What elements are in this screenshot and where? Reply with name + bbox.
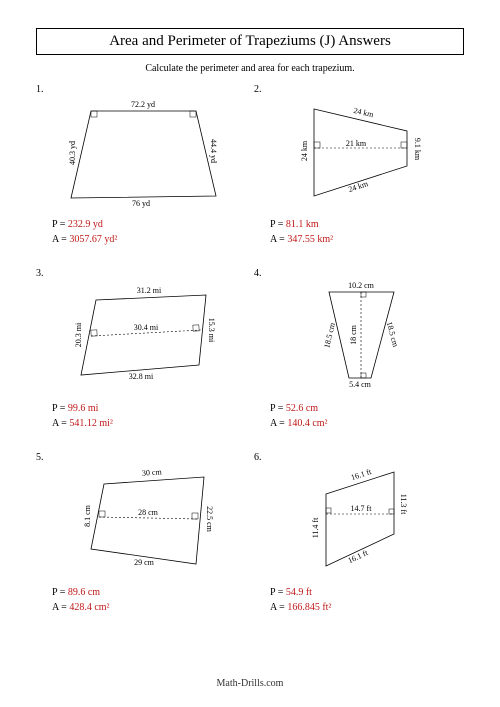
top-label: 30 cm xyxy=(142,467,163,477)
bottom-label: 32.8 mi xyxy=(129,372,154,381)
perimeter-value: 81.1 km xyxy=(286,219,319,230)
perimeter-label: P = xyxy=(52,587,65,598)
left-label: 24 km xyxy=(300,140,309,161)
height-label: 14.7 ft xyxy=(351,504,373,513)
problem-grid: 1. 72.2 yd 44.4 yd 76 yd 40.3 yd P = 232… xyxy=(36,84,464,632)
perimeter-value: 52.6 cm xyxy=(286,403,318,414)
height-label: 30.4 mi xyxy=(134,323,159,332)
perimeter-label: P = xyxy=(270,403,283,414)
trapezium-diagram: 16.1 ft 11.3 ft 16.1 ft 11.4 ft 14.7 ft xyxy=(294,464,424,574)
perimeter-value: 232.9 yd xyxy=(68,219,103,230)
top-label: 24 km xyxy=(353,106,375,119)
bottom-label: 29 cm xyxy=(134,558,155,567)
bottom-label: 24 km xyxy=(347,179,370,194)
right-label: 15.3 mi xyxy=(207,318,216,343)
left-label: 40.3 yd xyxy=(68,141,77,165)
problem-5: 5. 30 cm 22.5 cm 29 cm 8.1 cm 28 cm P = … xyxy=(36,452,246,632)
problem-number: 5. xyxy=(36,452,44,463)
area-label: A = xyxy=(52,602,67,613)
bottom-label: 76 yd xyxy=(132,199,150,208)
trapezium-diagram: 24 km 9.1 km 24 km 24 km 21 km xyxy=(289,101,429,201)
top-label: 72.2 yd xyxy=(131,100,155,109)
left-label: 20.3 mi xyxy=(74,322,83,347)
problem-4: 4. 10.2 cm 18.5 cm 5.4 cm 18.5 cm 18 cm … xyxy=(254,268,464,448)
left-label: 8.1 cm xyxy=(83,504,92,527)
problem-number: 1. xyxy=(36,84,44,95)
trapezium-diagram: 31.2 mi 15.3 mi 32.8 mi 20.3 mi 30.4 mi xyxy=(61,285,221,385)
height-label: 18 cm xyxy=(349,324,358,345)
area-label: A = xyxy=(270,418,285,429)
problem-6: 6. 16.1 ft 11.3 ft 16.1 ft 11.4 ft 14.7 … xyxy=(254,452,464,632)
left-label: 18.5 cm xyxy=(322,321,337,349)
height-label: 21 km xyxy=(346,139,367,148)
problem-number: 4. xyxy=(254,268,262,279)
height-label: 28 cm xyxy=(138,508,159,517)
footer-text: Math-Drills.com xyxy=(0,678,500,689)
right-label: 9.1 km xyxy=(413,138,422,161)
area-value: 140.4 cm² xyxy=(287,418,327,429)
problem-number: 2. xyxy=(254,84,262,95)
right-label: 44.4 yd xyxy=(209,139,218,163)
right-label: 22.5 cm xyxy=(205,506,214,533)
trapezium-diagram: 10.2 cm 18.5 cm 5.4 cm 18.5 cm 18 cm xyxy=(294,280,424,390)
instruction-text: Calculate the perimeter and area for eac… xyxy=(36,63,464,74)
right-label: 11.3 ft xyxy=(399,494,408,515)
problem-2: 2. 24 km 9.1 km 24 km 24 km 21 km P = 81… xyxy=(254,84,464,264)
problem-number: 6. xyxy=(254,452,262,463)
perimeter-label: P = xyxy=(52,403,65,414)
perimeter-label: P = xyxy=(52,219,65,230)
perimeter-label: P = xyxy=(270,219,283,230)
left-label: 11.4 ft xyxy=(311,517,320,538)
area-label: A = xyxy=(52,234,67,245)
bottom-label: 5.4 cm xyxy=(349,380,372,389)
area-label: A = xyxy=(270,234,285,245)
area-label: A = xyxy=(270,602,285,613)
perimeter-value: 99.6 mi xyxy=(68,403,99,414)
perimeter-value: 54.9 ft xyxy=(286,587,312,598)
area-value: 347.55 km² xyxy=(287,234,333,245)
top-label: 10.2 cm xyxy=(348,281,375,290)
trapezium-diagram: 72.2 yd 44.4 yd 76 yd 40.3 yd xyxy=(61,96,221,206)
area-value: 428.4 cm² xyxy=(69,602,109,613)
problem-number: 3. xyxy=(36,268,44,279)
top-label: 31.2 mi xyxy=(137,286,162,295)
area-value: 541.12 mi² xyxy=(69,418,113,429)
perimeter-value: 89.6 cm xyxy=(68,587,100,598)
perimeter-label: P = xyxy=(270,587,283,598)
trapezium-diagram: 30 cm 22.5 cm 29 cm 8.1 cm 28 cm xyxy=(66,469,216,569)
area-label: A = xyxy=(52,418,67,429)
page-title: Area and Perimeter of Trapeziums (J) Ans… xyxy=(36,28,464,55)
problem-1: 1. 72.2 yd 44.4 yd 76 yd 40.3 yd P = 232… xyxy=(36,84,246,264)
right-label: 18.5 cm xyxy=(385,321,401,349)
area-value: 3057.67 yd² xyxy=(69,234,117,245)
problem-3: 3. 31.2 mi 15.3 mi 32.8 mi 20.3 mi 30.4 … xyxy=(36,268,246,448)
area-value: 166.845 ft² xyxy=(287,602,331,613)
